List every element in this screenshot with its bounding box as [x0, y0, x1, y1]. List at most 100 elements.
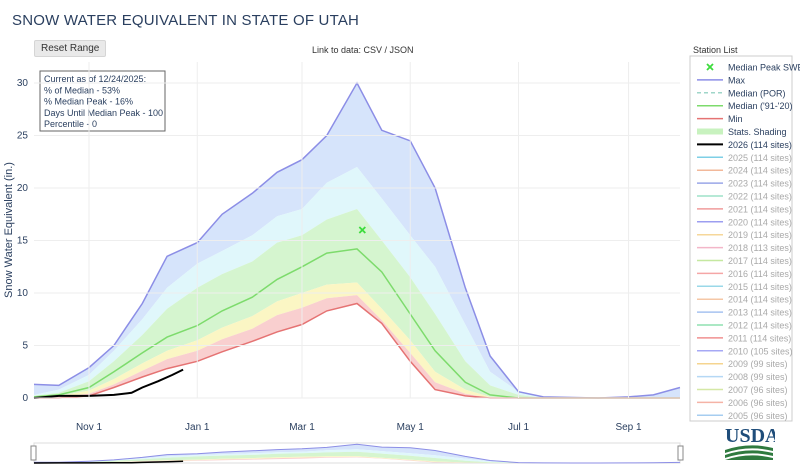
range-slider-band — [34, 444, 680, 463]
legend-item[interactable]: 2026 (114 sites) — [697, 140, 792, 150]
x-tick-label: Mar 1 — [289, 422, 315, 433]
info-box-frame — [39, 70, 166, 132]
range-slider-max-line — [33, 443, 681, 464]
y-axis-title: Snow Water Equivalent (in.) — [3, 162, 15, 298]
y-tick-label: 5 — [22, 341, 28, 352]
legend-item[interactable]: 2011 (114 sites) — [697, 333, 791, 343]
x-tick-label: May 1 — [397, 422, 425, 433]
legend-label: 2007 (96 sites) — [728, 385, 788, 395]
legend-item[interactable]: Max — [697, 75, 746, 85]
legend-item[interactable]: 2025 (114 sites) — [697, 153, 792, 163]
legend-item[interactable]: 2012 (114 sites) — [697, 321, 792, 331]
legend-item[interactable]: 2023 (114 sites) — [697, 179, 792, 189]
legend-label: 2012 (114 sites) — [728, 321, 792, 331]
y-tick-label: 20 — [17, 183, 29, 194]
legend-item[interactable]: 2024 (114 sites) — [697, 166, 792, 176]
legend-item[interactable]: 2009 (99 sites) — [697, 359, 788, 369]
legend-label: 2016 (114 sites) — [728, 269, 792, 279]
legend-label: 2017 (114 sites) — [728, 256, 792, 266]
legend-label: 2023 (114 sites) — [728, 179, 792, 189]
legend-item[interactable]: Min — [697, 114, 743, 124]
legend-label: 2011 (114 sites) — [728, 333, 791, 343]
legend-item[interactable]: 2007 (96 sites) — [697, 385, 788, 395]
axes: 0 5 10 15 20 25 30 Nov 1 Jan 1 Mar 1 May 1 Jul 1 Sep… — [3, 62, 680, 433]
legend-label: 2009 (99 sites) — [728, 359, 788, 369]
info-box-line: Days Until Median Peak - 100 — [44, 108, 163, 118]
legend-label: Median ('91-'20) — [728, 101, 792, 111]
legend-label: 2018 (113 sites) — [728, 243, 792, 253]
x-tick-label: Sep 1 — [615, 422, 642, 433]
legend-item[interactable]: 2016 (114 sites) — [697, 269, 792, 279]
range-slider-current-line — [33, 460, 184, 464]
range-slider-handle-left — [30, 445, 37, 461]
legend-label: 2026 (114 sites) — [728, 140, 792, 150]
legend-item[interactable]: 2018 (113 sites) — [697, 243, 792, 253]
info-box-line: Percentile - 0 — [44, 119, 97, 129]
y-tick-label: 0 — [22, 393, 28, 404]
legend-item[interactable]: 2014 (114 sites) — [697, 295, 792, 305]
svg-text:USDA: USDA — [725, 425, 775, 447]
legend-label: 2024 (114 sites) — [728, 166, 792, 176]
legend-item[interactable]: 2008 (99 sites) — [697, 372, 788, 382]
legend-label: 2022 (114 sites) — [728, 192, 792, 202]
range-slider-handle-right — [677, 445, 684, 461]
y-tick-label: 15 — [17, 236, 29, 247]
legend[interactable]: Median Peak SWE Max Median (POR) Median ('9… — [689, 55, 800, 422]
data-link[interactable]: Link to data: CSV / JSON — [312, 45, 414, 55]
legend-symbol — [697, 128, 723, 135]
usda-logo: USDA — [725, 425, 775, 460]
legend-item[interactable]: 2022 (114 sites) — [697, 192, 792, 202]
legend-item[interactable]: 2013 (114 sites) — [697, 308, 792, 318]
reset-range-button[interactable]: Reset Range — [34, 40, 107, 57]
stats-shading-band — [34, 209, 680, 398]
legend-label: Max — [728, 75, 746, 85]
median-peak-marker — [358, 226, 366, 234]
y-tick-label: 10 — [17, 288, 29, 299]
range-slider[interactable] — [30, 442, 684, 464]
stats-shading-band — [34, 282, 680, 398]
legend-item[interactable]: 2017 (114 sites) — [697, 256, 792, 266]
y-tick-label: 25 — [17, 131, 29, 142]
plot-area[interactable]: Current as of 12/24/2025:% of Median - 5… — [33, 70, 681, 399]
legend-label: 2020 (114 sites) — [728, 217, 792, 227]
y-tick-label: 30 — [17, 78, 29, 89]
info-box-line: % of Median - 53% — [44, 85, 120, 95]
station-list-label[interactable]: Station List — [693, 45, 738, 55]
x-tick-label: Jul 1 — [508, 422, 530, 433]
legend-item[interactable]: 2006 (96 sites) — [697, 398, 788, 408]
legend-label: 2005 (96 sites) — [728, 411, 788, 421]
legend-item[interactable]: 2020 (114 sites) — [697, 217, 792, 227]
legend-label: Median (POR) — [728, 88, 786, 98]
info-box-line: Current as of 12/24/2025: — [44, 74, 146, 84]
legend-symbol — [706, 63, 714, 71]
legend-label: 2013 (114 sites) — [728, 308, 792, 318]
page-title: SNOW WATER EQUIVALENT IN STATE OF UTAH — [12, 12, 360, 29]
legend-item[interactable]: Median ('91-'20) — [697, 101, 792, 111]
legend-label: 2008 (99 sites) — [728, 372, 788, 382]
legend-item[interactable]: 2015 (114 sites) — [697, 282, 792, 292]
current-year-line — [33, 368, 184, 399]
legend-frame — [689, 55, 793, 422]
legend-label: Median Peak SWE — [728, 63, 800, 73]
legend-item[interactable]: 2005 (96 sites) — [697, 411, 788, 421]
stats-shading-band — [34, 83, 680, 398]
legend-item[interactable]: 2010 (105 sites) — [697, 346, 793, 356]
legend-item[interactable]: Median Peak SWE — [706, 63, 800, 73]
legend-item[interactable]: Median (POR) — [697, 88, 786, 98]
x-tick-label: Nov 1 — [76, 422, 103, 433]
legend-item[interactable]: Stats. Shading — [697, 127, 787, 137]
legend-label: 2019 (114 sites) — [728, 230, 792, 240]
legend-item[interactable]: 2021 (114 sites) — [697, 204, 792, 214]
legend-label: 2015 (114 sites) — [728, 282, 792, 292]
legend-label: 2010 (105 sites) — [728, 346, 793, 356]
legend-label: 2014 (114 sites) — [728, 295, 792, 305]
x-tick-label: Jan 1 — [185, 422, 210, 433]
legend-item[interactable]: 2019 (114 sites) — [697, 230, 792, 240]
legend-label: Stats. Shading — [728, 127, 787, 137]
legend-label: Min — [728, 114, 743, 124]
legend-label: 2025 (114 sites) — [728, 153, 792, 163]
legend-label: 2021 (114 sites) — [728, 204, 792, 214]
legend-label: 2006 (96 sites) — [728, 398, 788, 408]
info-box: Current as of 12/24/2025:% of Median - 5… — [39, 70, 166, 132]
